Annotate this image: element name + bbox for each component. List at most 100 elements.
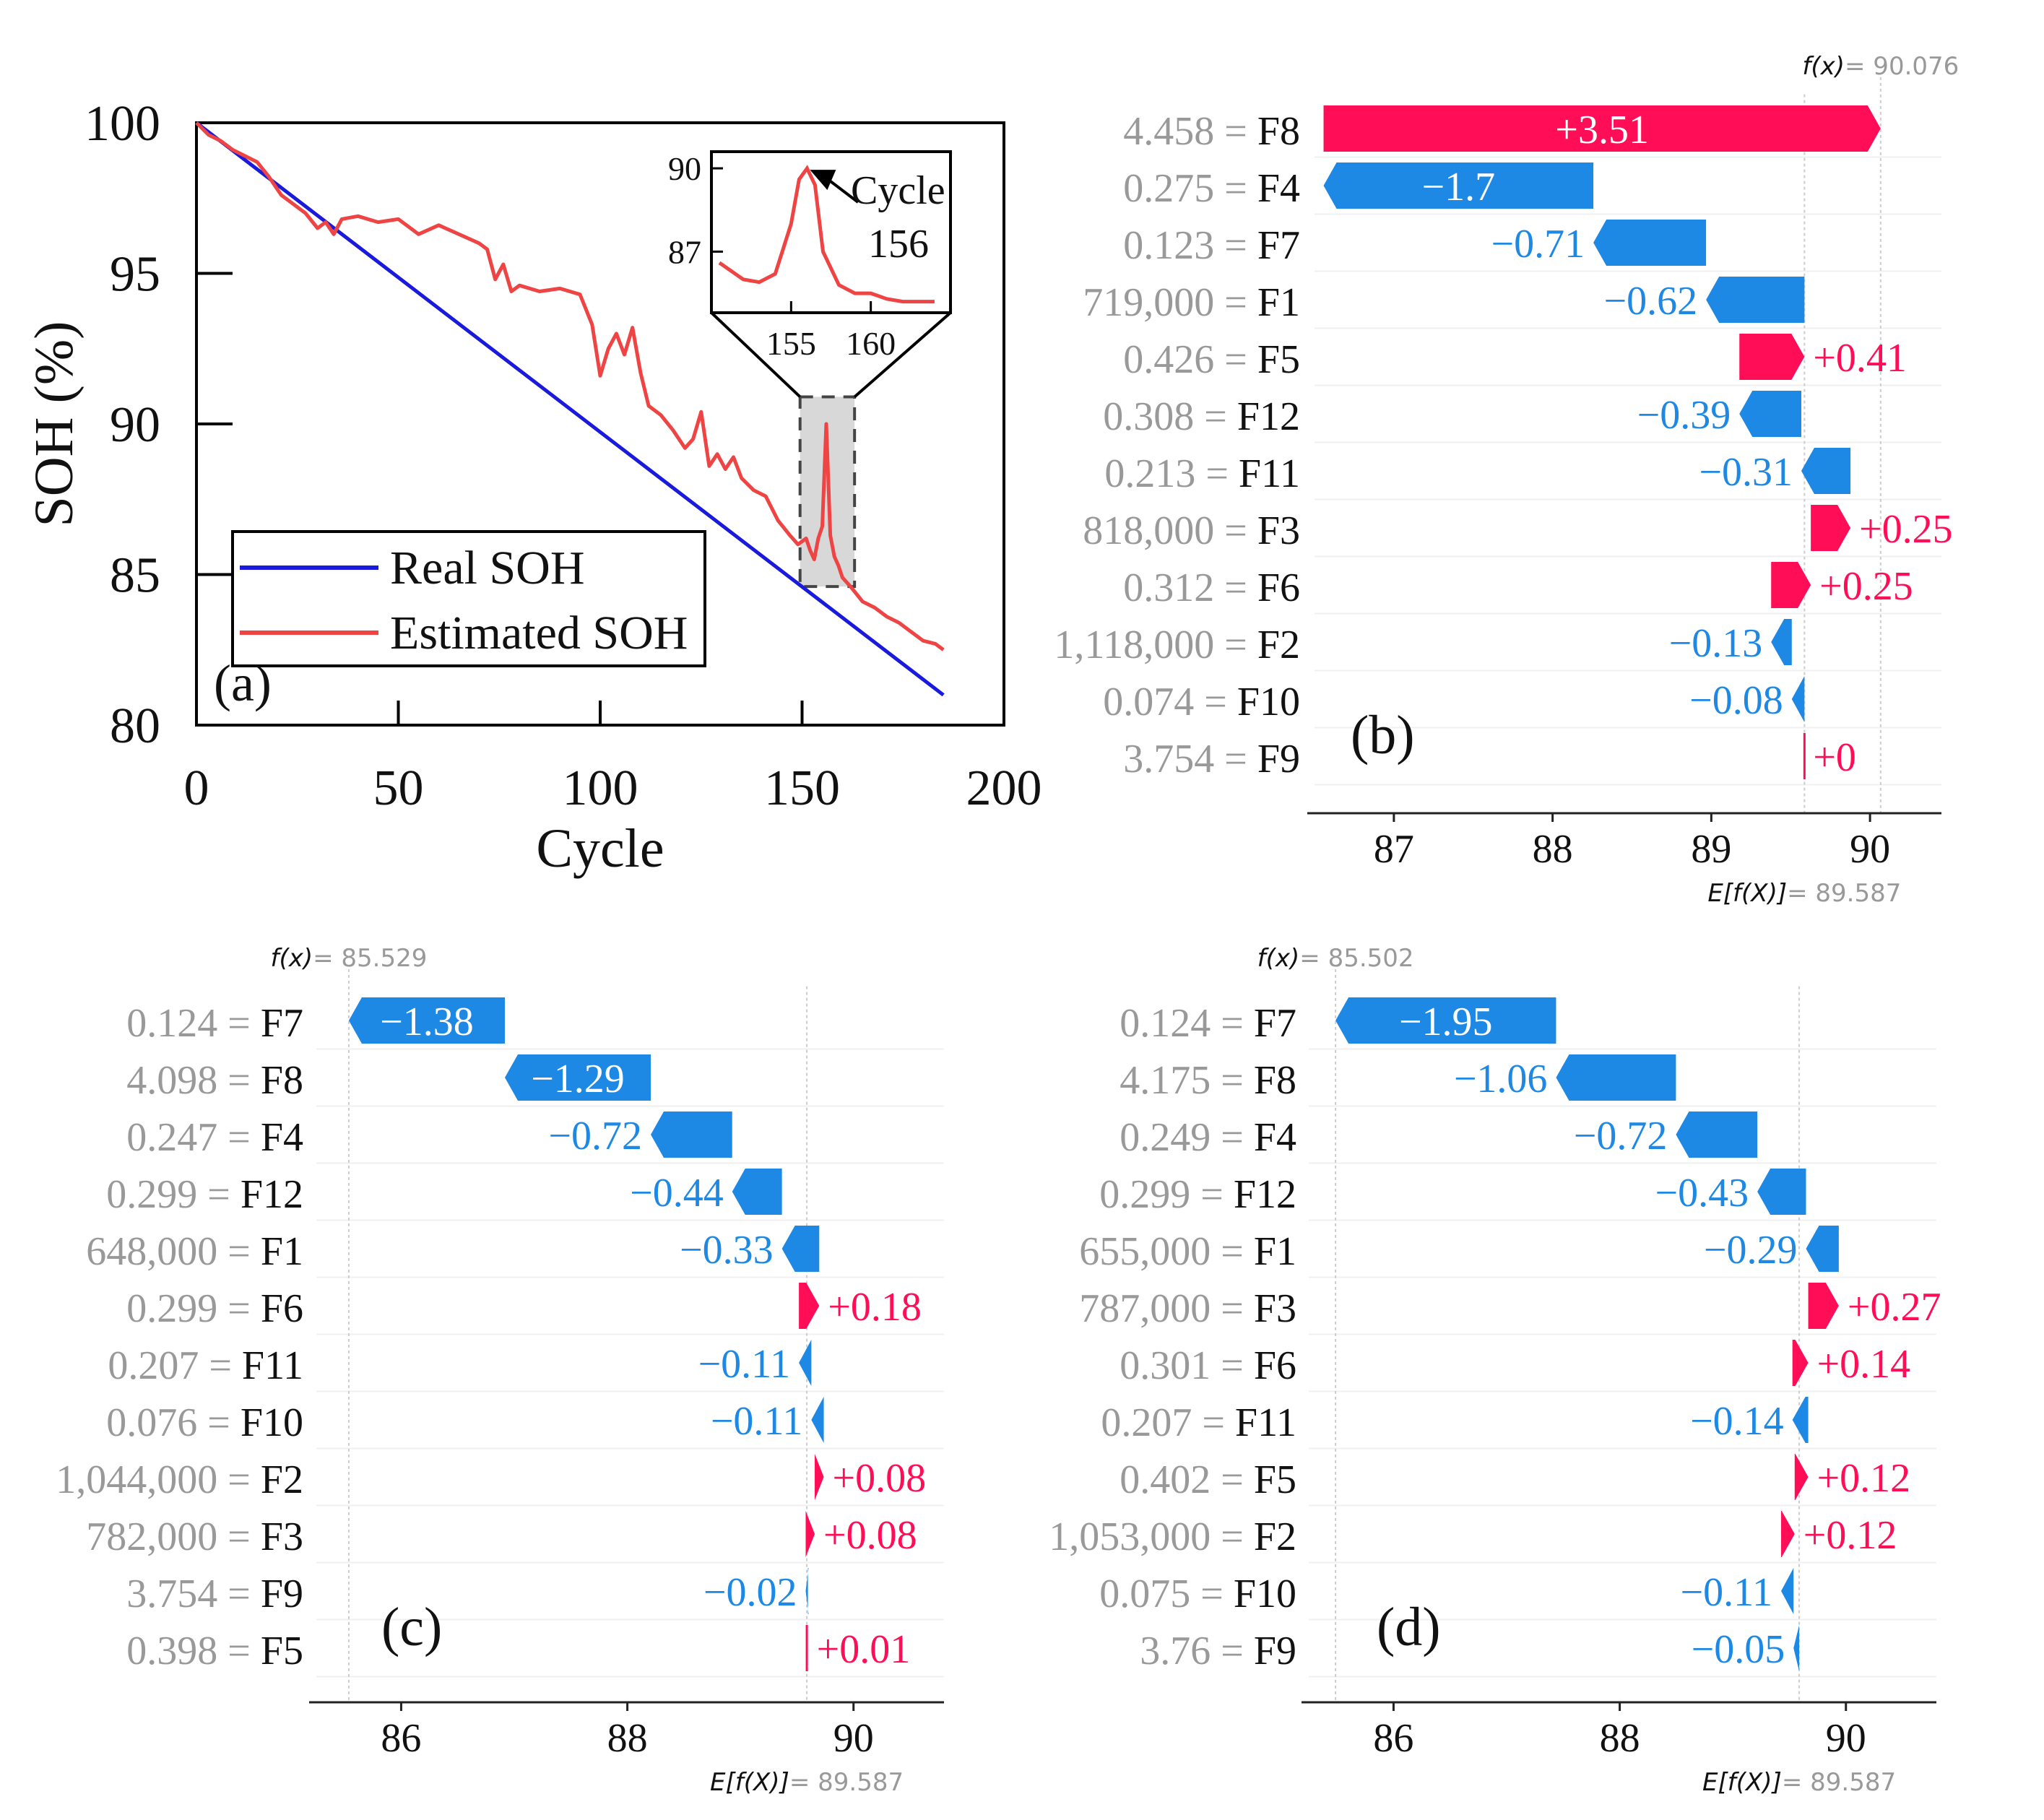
feature-row-label: 0.124 = F7 [1120, 1001, 1296, 1046]
x-tick-label: 88 [1600, 1716, 1640, 1761]
expected-symbol: E[f(X)] [1707, 879, 1787, 908]
waterfall-bar [1781, 1568, 1794, 1614]
expected-value: = 89.587 [1782, 1768, 1896, 1797]
equals-sign: = [1190, 1572, 1234, 1616]
equals-sign: = [197, 1172, 241, 1217]
equals-sign: = [1211, 1058, 1254, 1103]
waterfall-bar [1808, 1283, 1839, 1329]
legend-label-estimated: Estimated SOH [390, 607, 688, 659]
feature-row-label: 0.076 = F10 [106, 1400, 303, 1445]
feature-name: F4 [261, 1115, 303, 1160]
waterfall-bar [799, 1340, 812, 1386]
contribution-label: −0.29 [1704, 1228, 1798, 1273]
feature-row-label: 0.207 = F11 [1101, 1400, 1296, 1445]
contribution-label: +0.08 [823, 1513, 917, 1558]
equals-sign: = [1214, 166, 1257, 211]
waterfall-bar [1757, 1169, 1806, 1215]
feature-row-label: 0.207 = F11 [108, 1343, 303, 1388]
equals-sign: = [1214, 337, 1257, 382]
waterfall-bar [1739, 391, 1801, 437]
feature-value: 655,000 [1079, 1229, 1211, 1274]
contribution-label: −1.38 [380, 1000, 474, 1044]
contribution-label: −0.31 [1699, 450, 1793, 495]
feature-name: F6 [1254, 1343, 1296, 1388]
feature-value: 787,000 [1079, 1286, 1211, 1331]
contribution-label: +0.12 [1803, 1513, 1897, 1558]
legend-label-real: Real SOH [390, 542, 584, 594]
waterfall-bar [1781, 1511, 1795, 1557]
feature-value: 0.299 [1099, 1172, 1190, 1217]
feature-row-label: 4.458 = F8 [1123, 109, 1300, 154]
annotation-label-cycle: Cycle [851, 168, 945, 213]
x-tick-label: 86 [381, 1716, 421, 1761]
feature-name: F1 [1254, 1229, 1296, 1274]
waterfall-bar [1323, 105, 1881, 152]
feature-name: F4 [1254, 1115, 1296, 1160]
x-tick-label: 150 [764, 760, 840, 816]
equals-sign: = [1211, 1229, 1254, 1274]
equals-sign: = [1211, 1457, 1254, 1502]
feature-value: 648,000 [86, 1229, 217, 1274]
feature-value: 0.074 [1103, 680, 1194, 724]
y-tick-label: 85 [110, 548, 160, 604]
inset-series-line [718, 165, 935, 304]
contribution-label: −0.14 [1690, 1399, 1784, 1444]
prediction-symbol: f(x) [270, 944, 313, 973]
contribution-label: −0.71 [1491, 222, 1585, 266]
equals-sign: = [1214, 623, 1257, 667]
waterfall-bar [1706, 277, 1805, 323]
feature-value: 0.075 [1099, 1572, 1190, 1616]
inset-y-tick-label: 87 [668, 233, 701, 270]
expected-value: = 89.587 [1787, 879, 1901, 908]
waterfall-bar [805, 1568, 809, 1614]
feature-name: F6 [261, 1286, 303, 1331]
feature-row-label: 1,118,000 = F2 [1054, 623, 1300, 667]
contribution-label: −0.02 [703, 1570, 797, 1615]
waterfall-bar [1593, 220, 1707, 266]
y-tick-label: 80 [110, 698, 160, 754]
feature-value: 3.754 [126, 1572, 217, 1616]
feature-row-label: 1,053,000 = F2 [1049, 1514, 1296, 1559]
prediction-label: f(x)= 90.076 [1802, 52, 1959, 81]
feature-row-label: 0.213 = F11 [1104, 451, 1300, 496]
waterfall-bar [1794, 1454, 1809, 1500]
feature-name: F2 [261, 1457, 303, 1502]
feature-name: F3 [261, 1514, 303, 1559]
feature-row-label: 0.426 = F5 [1123, 337, 1300, 382]
y-axis-label: SOH (%) [24, 321, 85, 527]
feature-name: F9 [261, 1572, 303, 1616]
feature-name: F7 [1254, 1001, 1296, 1046]
waterfall-bar [1792, 1340, 1809, 1386]
y-tick-label: 100 [85, 96, 160, 152]
y-tick-label: 90 [110, 397, 160, 453]
waterfall-bar [1676, 1112, 1758, 1158]
feature-value: 0.207 [108, 1343, 199, 1388]
contribution-label: −0.62 [1604, 279, 1698, 324]
equals-sign: = [1214, 737, 1257, 781]
feature-value: 0.124 [126, 1001, 217, 1046]
contribution-label: −0.11 [711, 1399, 803, 1444]
feature-row-label: 0.074 = F10 [1103, 680, 1300, 724]
feature-name: F1 [261, 1229, 303, 1274]
equals-sign: = [1214, 223, 1257, 268]
legend-box [231, 530, 706, 667]
feature-name: F3 [1257, 508, 1300, 553]
waterfall-bar [505, 1054, 651, 1101]
feature-value: 0.124 [1120, 1001, 1211, 1046]
equals-sign: = [1211, 1286, 1254, 1331]
prediction-label: f(x)= 85.502 [1257, 944, 1414, 973]
feature-row-label: 0.398 = F5 [126, 1629, 303, 1673]
feature-name: F11 [242, 1343, 303, 1388]
feature-row-label: 3.76 = F9 [1140, 1629, 1296, 1673]
feature-name: F3 [1254, 1286, 1296, 1331]
inset-x-tick-label: 155 [766, 325, 816, 362]
equals-sign: = [1211, 1629, 1254, 1673]
annotation-label-number: 156 [868, 222, 929, 266]
feature-name: F4 [1257, 166, 1300, 211]
x-tick-label: 90 [1826, 1716, 1866, 1761]
feature-row-label: 0.308 = F12 [1103, 394, 1300, 439]
panel-label: (d) [1377, 1597, 1441, 1658]
waterfall-bar [799, 1283, 820, 1329]
